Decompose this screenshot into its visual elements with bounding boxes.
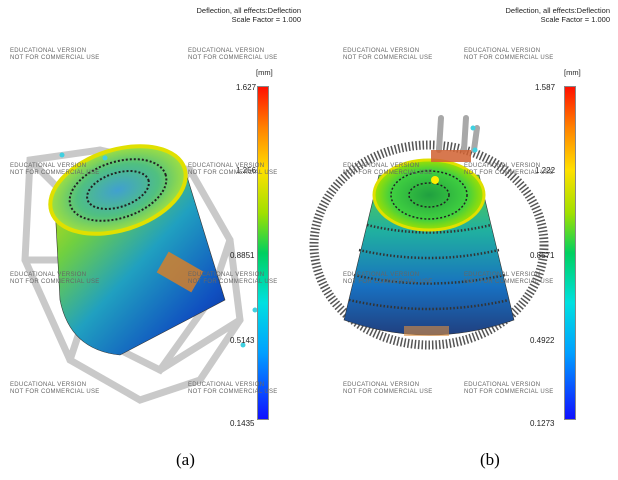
legend-tick-a-3: 0.5143: [230, 336, 255, 345]
legend-tick-a-2: 0.8851: [230, 251, 255, 260]
deflection-model-a: [21, 144, 258, 404]
panel-b: Deflection, all effects:Deflection Scale…: [309, 0, 618, 440]
legend-tick-b-2: 0.8571: [530, 251, 555, 260]
result-header-b: Deflection, all effects:Deflection Scale…: [505, 6, 611, 24]
result-header-a: Deflection, all effects:Deflection Scale…: [196, 6, 302, 24]
watermark: EDUCATIONAL VERSION NOT FOR COMMERCIAL US…: [10, 272, 100, 285]
legend-tick-b-3: 0.4922: [530, 336, 555, 345]
caption-b: (b): [480, 450, 500, 469]
watermark: EDUCATIONAL VERSION NOT FOR COMMERCIAL US…: [188, 48, 278, 61]
watermark: EDUCATIONAL VERSION NOT FOR COMMERCIAL US…: [10, 163, 100, 176]
watermark: EDUCATIONAL VERSION NOT FOR COMMERCIAL US…: [464, 48, 554, 61]
color-legend-bar-b: [564, 86, 576, 420]
unit-label-b: [mm]: [564, 68, 581, 77]
watermark: EDUCATIONAL VERSION NOT FOR COMMERCIAL US…: [464, 163, 554, 176]
watermark: EDUCATIONAL VERSION NOT FOR COMMERCIAL US…: [10, 48, 100, 61]
legend-tick-a-0: 1.627: [236, 83, 257, 92]
watermark: EDUCATIONAL VERSION NOT FOR COMMERCIAL US…: [343, 163, 433, 176]
legend-tick-a-4: 0.1435: [230, 419, 255, 428]
watermark: EDUCATIONAL VERSION NOT FOR COMMERCIAL US…: [10, 382, 100, 395]
watermark: EDUCATIONAL VERSION NOT FOR COMMERCIAL US…: [188, 382, 278, 395]
legend-tick-b-1: 1.222: [535, 166, 556, 175]
color-legend-bar-a: [257, 86, 269, 420]
watermark: EDUCATIONAL VERSION NOT FOR COMMERCIAL US…: [464, 272, 554, 285]
unit-label-a: [mm]: [256, 68, 273, 77]
legend-tick-b-0: 1.587: [535, 83, 556, 92]
legend-tick-b-4: 0.1273: [530, 419, 555, 428]
deflection-model-b: [309, 115, 549, 350]
legend-tick-a-1: 1.256: [236, 166, 257, 175]
caption-a: (a): [176, 450, 195, 469]
panel-a: Deflection, all effects:Deflection Scale…: [0, 0, 309, 440]
watermark: EDUCATIONAL VERSION NOT FOR COMMERCIAL US…: [343, 382, 433, 395]
watermark: EDUCATIONAL VERSION NOT FOR COMMERCIAL US…: [188, 163, 278, 176]
watermark: EDUCATIONAL VERSION NOT FOR COMMERCIAL US…: [464, 382, 554, 395]
watermark: EDUCATIONAL VERSION NOT FOR COMMERCIAL US…: [343, 272, 433, 285]
watermark: EDUCATIONAL VERSION NOT FOR COMMERCIAL US…: [343, 48, 433, 61]
watermark: EDUCATIONAL VERSION NOT FOR COMMERCIAL US…: [188, 272, 278, 285]
